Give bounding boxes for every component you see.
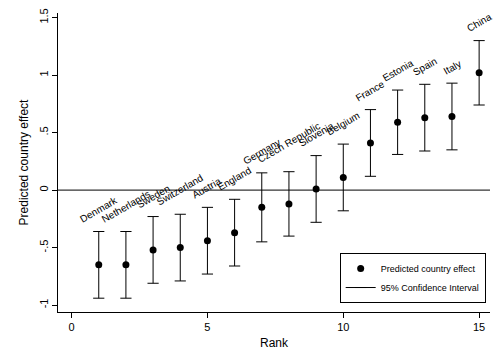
svg-text:.5: .5	[38, 126, 50, 135]
svg-text:Sweden: Sweden	[135, 183, 172, 211]
svg-text:Predicted country effect: Predicted country effect	[17, 99, 31, 226]
svg-text:1: 1	[38, 70, 50, 76]
svg-text:Belgium: Belgium	[325, 110, 362, 138]
svg-text:15: 15	[473, 321, 485, 333]
svg-text:Switzerland: Switzerland	[155, 172, 205, 207]
svg-text:Rank: Rank	[260, 336, 289, 350]
svg-text:Spain: Spain	[411, 55, 439, 77]
svg-text:France: France	[354, 78, 387, 103]
svg-text:-.5: -.5	[38, 240, 50, 253]
svg-text:Estonia: Estonia	[381, 57, 416, 83]
svg-text:England: England	[216, 165, 253, 193]
svg-text:Netherlands: Netherlands	[100, 188, 152, 224]
svg-text:Slovenia: Slovenia	[297, 120, 336, 149]
svg-text:1.5: 1.5	[38, 8, 50, 23]
svg-text:Czech Republic: Czech Republic	[256, 120, 322, 165]
svg-text:0: 0	[38, 185, 50, 191]
svg-text:10: 10	[337, 321, 349, 333]
svg-text:Germany: Germany	[241, 137, 282, 167]
svg-text:5: 5	[204, 321, 210, 333]
svg-text:Italy: Italy	[442, 58, 463, 77]
svg-text:95% Confidence Interval: 95% Confidence Interval	[381, 283, 479, 293]
svg-text:-1: -1	[38, 299, 50, 309]
svg-text:China: China	[465, 11, 494, 34]
svg-text:Austria: Austria	[190, 175, 223, 200]
svg-text:Predicted country effect: Predicted country effect	[381, 264, 476, 274]
svg-text:Denmark: Denmark	[78, 194, 119, 224]
svg-text:0: 0	[69, 321, 75, 333]
